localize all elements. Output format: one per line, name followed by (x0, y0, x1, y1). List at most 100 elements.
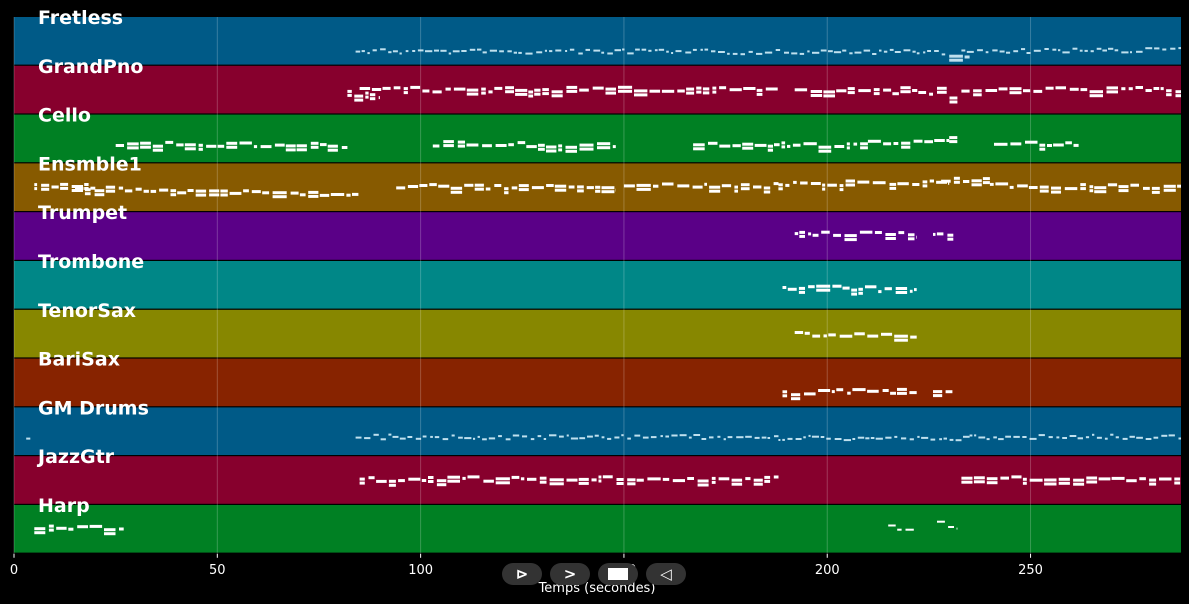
note-mark (1023, 89, 1031, 93)
note-mark (1044, 478, 1057, 482)
note-mark (1163, 184, 1176, 188)
note-mark (627, 437, 631, 440)
note-mark (515, 92, 528, 96)
note-mark (396, 186, 406, 190)
note-mark (481, 87, 486, 91)
note-mark (530, 438, 535, 441)
note-mark (388, 51, 392, 54)
note-mark (578, 477, 589, 481)
note-mark (671, 52, 674, 54)
note-mark (1039, 143, 1046, 147)
note-mark (513, 51, 517, 54)
note-mark (818, 145, 832, 149)
note-mark (734, 189, 738, 193)
note-mark (586, 186, 594, 190)
note-mark (1072, 47, 1078, 50)
note-mark (697, 479, 709, 483)
note-mark (978, 436, 986, 439)
note-mark (782, 390, 788, 394)
note-mark (48, 524, 54, 528)
note-mark (740, 183, 750, 187)
note-mark (693, 143, 705, 147)
note-mark (1096, 436, 1102, 439)
note-mark (851, 288, 857, 292)
note-mark (1069, 87, 1079, 91)
note-mark (1089, 189, 1094, 193)
note-mark (515, 88, 528, 92)
note-mark (936, 232, 944, 236)
note-mark (432, 144, 440, 148)
note-mark (949, 96, 958, 100)
note-mark (1058, 477, 1070, 481)
note-mark (798, 290, 805, 294)
note-mark (650, 436, 657, 439)
note-mark (1160, 87, 1164, 91)
note-mark (971, 179, 982, 183)
note-mark (105, 185, 116, 189)
note-mark (839, 334, 853, 338)
note-mark (622, 48, 625, 51)
note-mark (1009, 87, 1022, 91)
note-mark (398, 479, 405, 483)
note-mark (878, 290, 882, 294)
note-mark (482, 438, 487, 441)
note-mark (812, 233, 819, 237)
note-mark (775, 49, 781, 51)
note-mark (687, 477, 694, 480)
note-mark (578, 52, 583, 55)
note-mark (727, 52, 730, 55)
note-mark (778, 187, 783, 191)
x-tick-label: 250 (1018, 563, 1043, 578)
note-mark (1111, 476, 1125, 480)
note-mark (795, 438, 802, 440)
note-mark (1114, 49, 1119, 52)
note-mark (810, 182, 821, 185)
note-mark (549, 434, 557, 437)
note-mark (511, 475, 520, 479)
note-mark (1080, 88, 1088, 92)
note-mark (84, 183, 89, 186)
note-mark (434, 436, 440, 439)
note-mark (598, 475, 602, 479)
note-mark (184, 143, 196, 147)
note-mark (607, 52, 613, 55)
note-mark (1064, 187, 1078, 191)
note-mark (929, 92, 933, 96)
note-mark (274, 143, 285, 147)
note-mark (844, 234, 857, 238)
play-button[interactable]: ⊳ (502, 563, 542, 585)
note-mark (392, 50, 398, 53)
forward-button[interactable]: > (550, 563, 590, 585)
note-mark (1038, 434, 1045, 437)
note-mark (685, 51, 692, 54)
note-mark (466, 88, 479, 92)
note-mark (34, 183, 38, 187)
note-mark (804, 331, 810, 335)
note-mark (371, 88, 382, 91)
note-mark (948, 181, 950, 185)
note-mark (883, 142, 892, 146)
note-mark (767, 437, 771, 439)
rewind-button[interactable]: ◁ (646, 563, 686, 585)
note-mark (820, 436, 825, 438)
stop-button[interactable] (598, 563, 638, 585)
note-mark (542, 92, 549, 96)
note-mark (451, 434, 455, 437)
track-lane (14, 309, 1181, 358)
note-mark (56, 526, 67, 530)
note-mark (884, 287, 892, 291)
note-mark (857, 436, 865, 439)
note-mark (922, 180, 928, 184)
track-lane (14, 358, 1181, 407)
note-mark (450, 186, 463, 190)
note-mark (1178, 437, 1181, 440)
note-mark (800, 181, 808, 185)
note-mark (373, 433, 379, 436)
note-mark (388, 433, 392, 436)
note-mark (494, 86, 503, 90)
note-mark (709, 436, 714, 439)
note-mark (679, 434, 687, 437)
note-mark (272, 195, 287, 199)
note-mark (1044, 482, 1057, 486)
note-mark (495, 477, 510, 481)
